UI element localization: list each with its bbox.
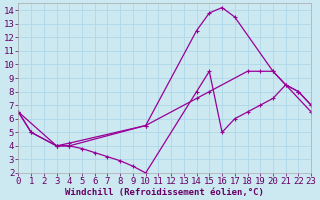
X-axis label: Windchill (Refroidissement éolien,°C): Windchill (Refroidissement éolien,°C): [65, 188, 264, 197]
